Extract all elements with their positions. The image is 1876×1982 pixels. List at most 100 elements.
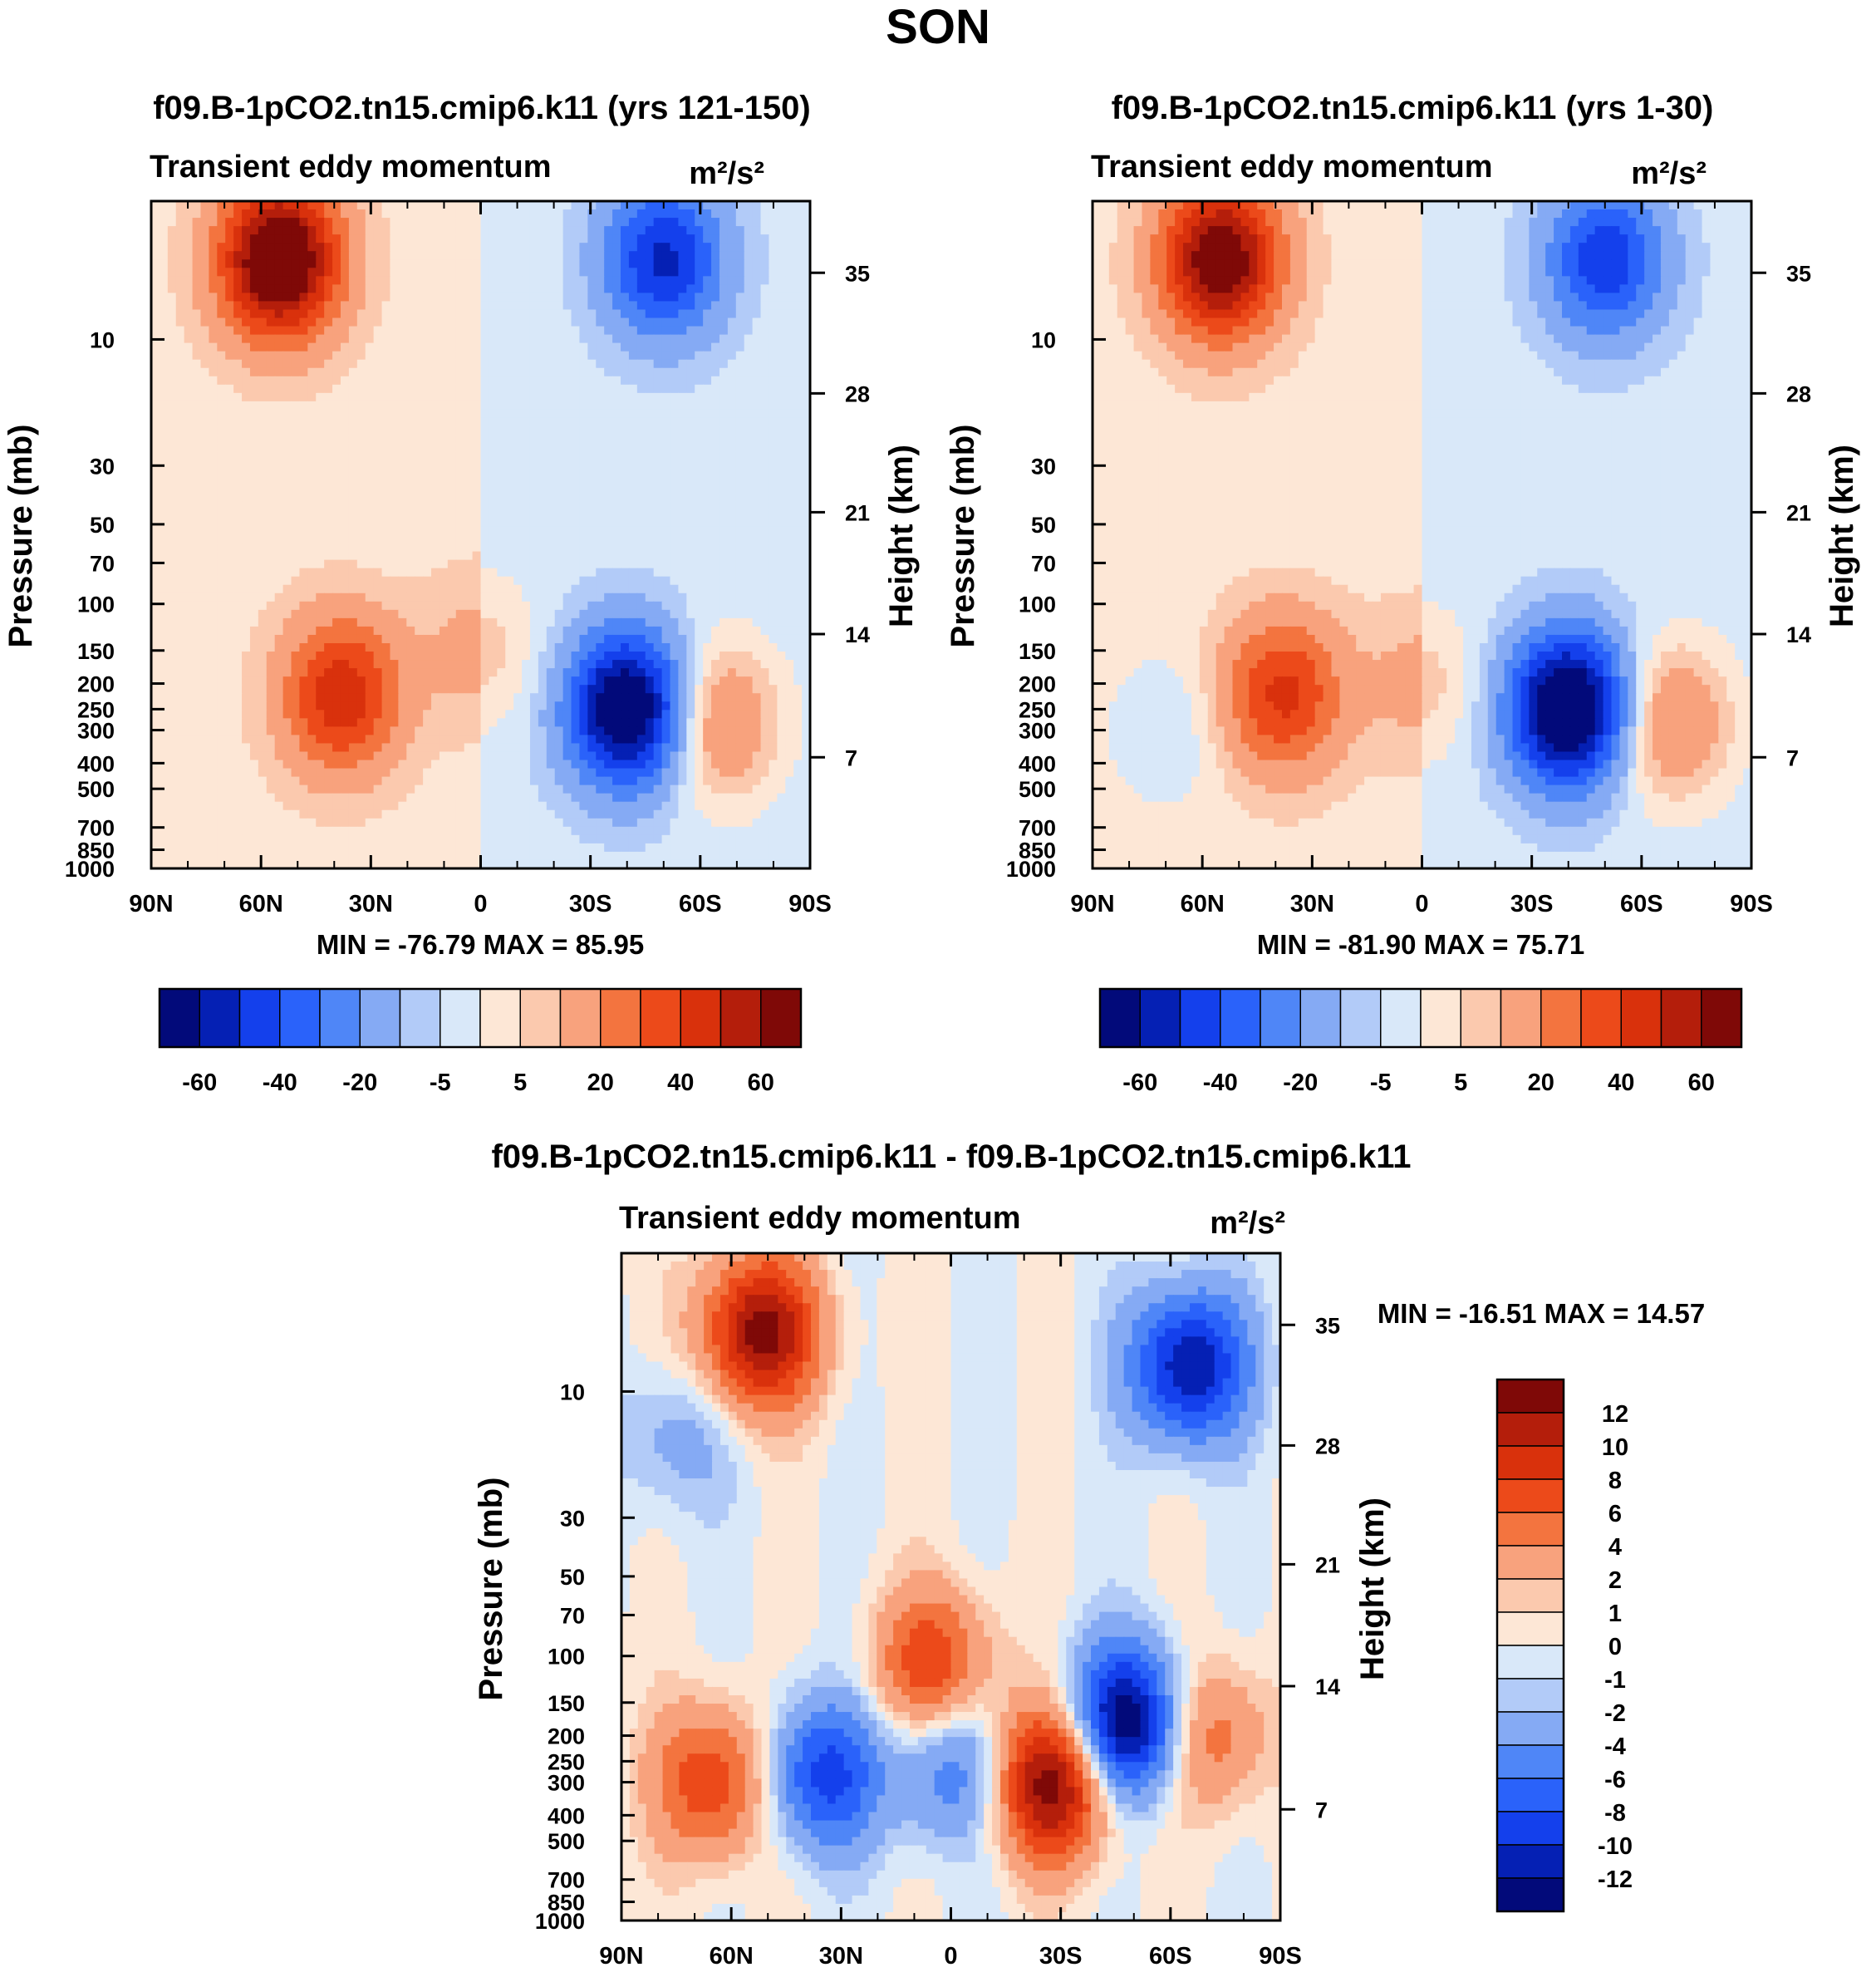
contour-cell [184, 284, 194, 294]
contour-cell [406, 384, 415, 394]
contour-cell [340, 526, 350, 536]
contour-cell [200, 642, 209, 652]
contour-cell [175, 451, 185, 460]
contour-cell [522, 642, 531, 652]
contour-cell [373, 243, 383, 252]
contour-cell [307, 701, 317, 711]
contour-cell [703, 293, 712, 302]
contour-cell [439, 367, 449, 377]
contour-cell [324, 451, 333, 460]
contour-cell [390, 593, 399, 602]
contour-cell [274, 392, 284, 402]
contour-cell [242, 209, 251, 219]
contour-cell [587, 259, 597, 268]
contour-cell [752, 668, 762, 677]
contour-cell [489, 668, 498, 677]
contour-cell [307, 334, 317, 344]
contour-cell [703, 576, 712, 586]
contour-cell [769, 218, 778, 227]
contour-cell [258, 509, 268, 519]
contour-cell [670, 476, 679, 485]
contour-cell [439, 276, 449, 285]
contour-cell [455, 568, 465, 578]
contour-cell [596, 484, 605, 494]
contour-cell [266, 617, 276, 627]
contour-cell [703, 376, 712, 386]
contour-cell [538, 543, 548, 553]
contour-cell [793, 243, 803, 252]
contour-cell [645, 642, 655, 652]
contour-cell [151, 668, 160, 677]
contour-cell [596, 309, 605, 319]
contour-cell [390, 642, 399, 652]
contour-cell [159, 509, 169, 519]
contour-cell [340, 234, 350, 243]
contour-cell [299, 367, 308, 377]
contour-cell [225, 259, 234, 268]
contour-cell [332, 476, 341, 485]
contour-cell [356, 251, 366, 260]
contour-cell [529, 201, 539, 210]
contour-cell [628, 468, 638, 477]
contour-cell [266, 259, 276, 268]
contour-cell [390, 409, 399, 419]
contour-cell [653, 351, 663, 361]
contour-cell [200, 309, 209, 319]
contour-cell [744, 309, 754, 319]
contour-cell [217, 351, 226, 361]
contour-cell [406, 259, 415, 268]
contour-cell [217, 476, 226, 485]
contour-cell [480, 443, 490, 452]
contour-cell [604, 668, 613, 677]
contour-cell [464, 551, 474, 561]
contour-cell [777, 484, 786, 494]
contour-cell [529, 276, 539, 285]
contour-cell [282, 526, 292, 536]
contour-cell [727, 634, 737, 644]
contour-cell [735, 351, 745, 361]
contour-cell [365, 226, 375, 235]
contour-cell [258, 259, 268, 268]
contour-cell [200, 201, 209, 210]
contour-cell [365, 476, 375, 485]
contour-cell [703, 642, 712, 652]
contour-cell [365, 460, 375, 469]
contour-cell [752, 334, 762, 344]
contour-cell [233, 435, 243, 444]
contour-cell [513, 501, 523, 510]
contour-cell [695, 226, 704, 235]
contour-cell [167, 617, 177, 627]
contour-cell [233, 384, 243, 394]
contour-cell [356, 243, 366, 252]
contour-cell [299, 676, 308, 686]
contour-cell [628, 701, 638, 711]
contour-cell [653, 660, 663, 669]
contour-cell [621, 268, 630, 277]
contour-cell [522, 460, 531, 469]
contour-cell [291, 526, 301, 536]
contour-cell [447, 384, 457, 394]
contour-cell [752, 435, 762, 444]
contour-cell [785, 293, 794, 302]
contour-cell [324, 710, 333, 719]
contour-cell [266, 359, 276, 369]
contour-cell [307, 251, 317, 260]
contour-cell [670, 209, 679, 219]
contour-cell [455, 484, 465, 494]
contour-cell [802, 551, 810, 561]
contour-cell [727, 534, 737, 544]
contour-cell [793, 701, 803, 711]
contour-cell [554, 476, 564, 485]
contour-cell [365, 234, 375, 243]
contour-cell [752, 701, 762, 711]
contour-cell [596, 668, 605, 677]
contour-cell [291, 276, 301, 285]
contour-cell [621, 509, 630, 519]
contour-cell [587, 251, 597, 260]
contour-cell [159, 317, 169, 327]
contour-cell [266, 626, 276, 636]
contour-cell [522, 476, 531, 485]
contour-cell [529, 609, 539, 619]
contour-cell [249, 317, 259, 327]
contour-cell [604, 384, 613, 394]
